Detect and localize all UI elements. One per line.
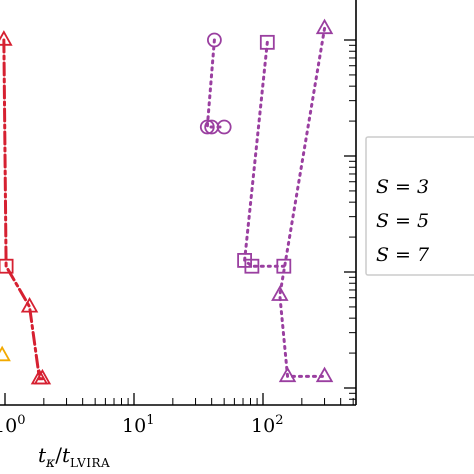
data-point-triangle <box>315 18 334 35</box>
data-point-triangle <box>0 345 11 362</box>
data-point-triangle <box>20 296 39 313</box>
x-tick-label: 100 <box>0 413 25 437</box>
x-tick-label: 102 <box>251 413 283 437</box>
data-point-triangle <box>278 366 297 383</box>
x-axis-label: tκ/tLVIRA <box>38 443 110 471</box>
data-point-square <box>244 258 260 274</box>
y-ticks <box>344 39 356 400</box>
legend-frame <box>365 136 474 276</box>
legend-entry-2: S = 5 <box>376 210 429 232</box>
data-point-triangle <box>315 366 334 383</box>
data-point-square <box>0 258 14 274</box>
data-point-circle <box>206 32 222 48</box>
series-line <box>278 26 327 378</box>
series-line <box>243 40 286 268</box>
legend-entry-1: S = 3 <box>376 176 429 198</box>
data-point-triangle <box>33 368 52 385</box>
series-line <box>2 38 44 381</box>
legend: S = 3 S = 5 S = 7 <box>365 136 474 276</box>
data-point-circle <box>216 119 232 135</box>
data-point-circle <box>199 119 215 135</box>
plot-frame <box>0 0 357 406</box>
series-layer <box>0 18 334 385</box>
data-point-square <box>259 34 275 50</box>
legend-entry-3: S = 7 <box>376 244 430 266</box>
series-line <box>205 38 226 129</box>
data-point-triangle <box>0 30 13 46</box>
data-point-triangle <box>271 285 289 301</box>
x-tick-label: 101 <box>122 413 154 437</box>
x-ticks: 100 101 102 <box>0 393 354 437</box>
